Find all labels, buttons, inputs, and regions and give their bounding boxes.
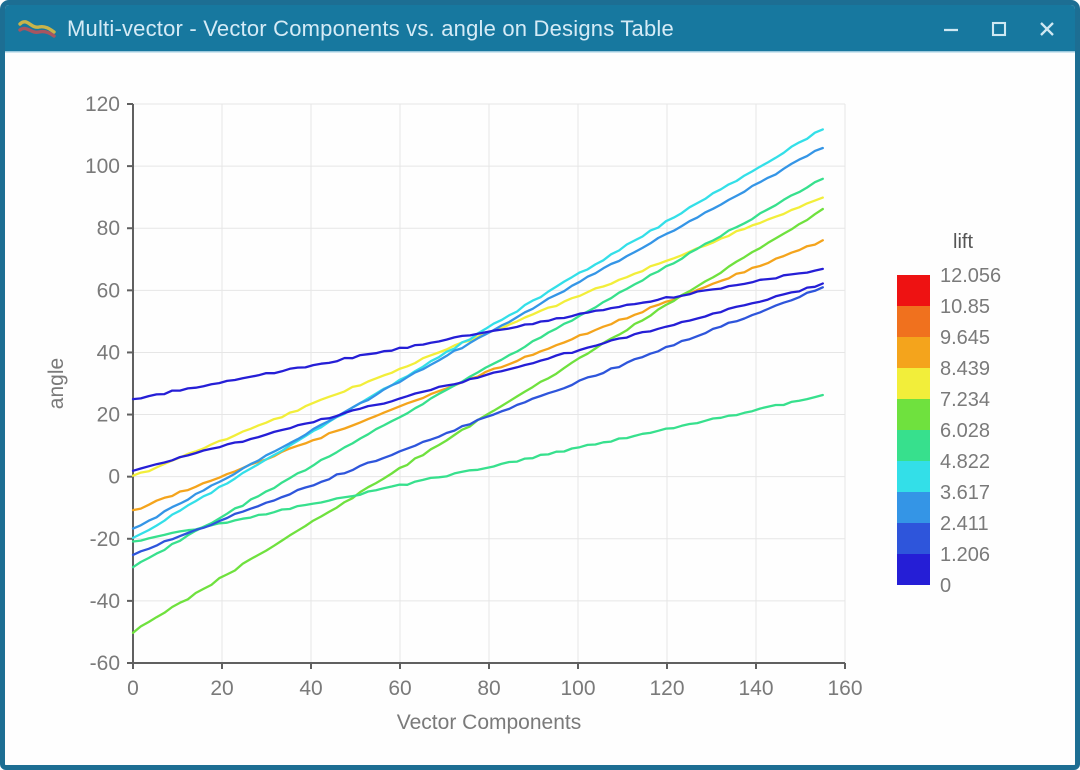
legend-swatch [897,368,930,399]
line-chart[interactable]: 0 20 40 60 80 100 120 140 160 -60 -40 -20 0 20 40 60 80 1… [5,52,1075,765]
legend-label: 2.411 [940,513,989,535]
y-tick-label: -60 [90,652,120,675]
legend-label: 9.645 [940,327,990,349]
y-tick-label: 80 [97,217,120,240]
minimize-button[interactable] [937,15,965,43]
x-tick-label: 120 [649,677,684,700]
line-royal-blue[interactable] [131,286,824,557]
legend-label: 8.439 [940,358,990,380]
x-icon [1040,21,1054,36]
legend-label: 0 [940,575,951,597]
x-tick-label: 0 [127,677,139,700]
window-controls [937,15,1075,43]
legend-label: 3.617 [940,482,990,504]
multi-vector-wave-icon [18,19,56,38]
legend-label: 7.234 [940,389,990,411]
legend-title: lift [953,231,973,253]
line-navy-steep[interactable] [131,282,824,472]
x-tick-label: 60 [388,677,411,700]
x-tick-label: 20 [210,677,233,700]
chart-panel: 0 20 40 60 80 100 120 140 160 -60 -40 -20 0 20 40 60 80 1… [5,52,1075,765]
y-tick-label: -20 [90,528,120,551]
legend-label: 10.85 [940,296,990,318]
x-tick-label: 80 [477,677,500,700]
minus-icon [944,28,958,31]
y-tick-label: 100 [85,155,120,178]
x-tick-label: 160 [827,677,862,700]
legend-swatch [897,492,930,523]
legend-swatch [897,554,930,585]
close-button[interactable] [1033,15,1061,43]
line-navy-shallow[interactable] [131,267,824,401]
legend-label: 1.206 [940,544,990,566]
legend-label: 6.028 [940,420,990,442]
x-tick-label: 140 [738,677,773,700]
line-spring-green[interactable] [131,177,824,569]
legend-swatch [897,430,930,461]
x-tick-label: 100 [560,677,595,700]
maximize-button[interactable] [985,15,1013,43]
legend-swatch [897,461,930,492]
titlebar[interactable]: Multi-vector - Vector Components vs. ang… [5,5,1075,52]
legend-swatch [897,523,930,554]
window-title: Multi-vector - Vector Components vs. ang… [67,15,674,41]
x-tick-label: 40 [299,677,322,700]
legend-swatch [897,306,930,337]
legend-swatch [897,399,930,430]
y-tick-label: 120 [85,93,120,116]
y-axis-label: angle [45,358,68,409]
y-tick-label: 20 [97,404,120,427]
legend-label: 12.056 [940,265,1001,287]
y-tick-label: 40 [97,341,120,364]
legend-label: 4.822 [940,451,990,473]
y-tick-label: -40 [90,590,120,613]
square-outline-icon [991,21,1007,36]
legend-swatch [897,275,930,306]
y-tick-label: 60 [97,279,120,302]
line-yellow[interactable] [131,196,824,477]
line-azure[interactable] [131,146,824,530]
legend-swatch [897,337,930,368]
line-spring-green-shallow[interactable] [131,393,824,543]
x-axis-label: Vector Components [397,711,581,734]
y-tick-label: 0 [108,466,120,489]
